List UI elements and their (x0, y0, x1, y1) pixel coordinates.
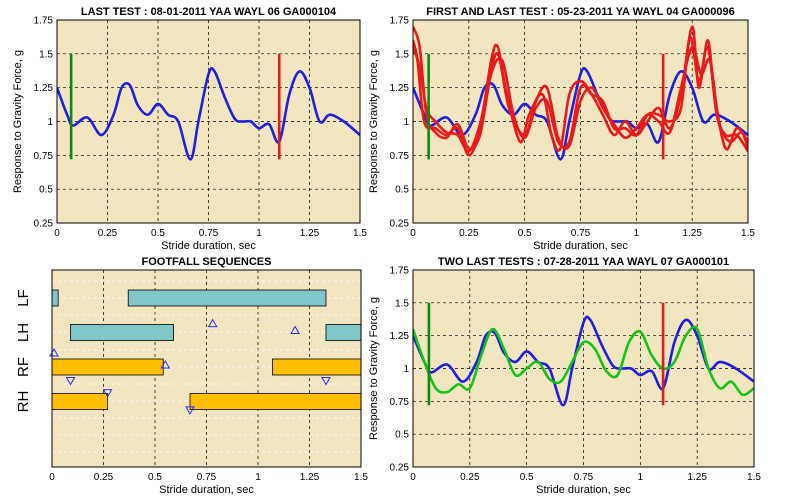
leg-label-lf: LF (15, 289, 32, 307)
series-line-red (413, 26, 748, 153)
chart-title: LAST TEST : 08-01-2011 YAA WAYL 06 GA000… (81, 6, 337, 18)
y-tick-label: 0.5 (395, 185, 409, 196)
footfall-triangle (290, 325, 300, 335)
y-tick-label: 1.5 (395, 49, 409, 60)
y-tick-label: 1 (403, 117, 409, 128)
x-tick-label: 0.25 (460, 472, 480, 483)
footfall-triangle (160, 360, 171, 369)
plot-frame (412, 269, 755, 468)
footfall-triangle (102, 389, 113, 398)
chart-panel-4: 0 0.25 0.5 0.75 1 1.25 1.50.250.50.7511.251.51… (368, 256, 761, 496)
y-tick-label: 1.25 (390, 83, 410, 94)
y-tick-label: 1.5 (39, 49, 53, 60)
series-group (413, 315, 754, 407)
footfall-triangle (185, 406, 195, 415)
x-tick-label: 1.5 (353, 228, 367, 239)
stance-bar-lf (127, 289, 327, 307)
leg-label-rh: RH (15, 391, 32, 413)
plot-frame (412, 19, 749, 224)
x-tick-label: 1 (255, 472, 261, 483)
x-tick-label: 0 (410, 472, 416, 483)
x-tick-label: 0.5 (520, 472, 534, 483)
y-tick-label: 1.5 (395, 298, 409, 309)
y-tick-label: 1 (47, 117, 53, 128)
x-tick-label: 0.5 (151, 228, 165, 239)
stance-bar-lh (70, 324, 174, 341)
stance-bar-rf (272, 358, 362, 376)
x-tick-label: 1.25 (300, 472, 320, 483)
chart-title: FIRST AND LAST TEST : 05-23-2011 YA WAYL… (426, 6, 735, 18)
x-tick-label: 1.25 (687, 472, 707, 483)
x-axis-label: Stride duration, sec (159, 484, 254, 496)
y-tick-label: 1 (403, 364, 409, 375)
stance-bar-rf (51, 358, 164, 376)
y-axis-label: Response to Gravity Force, g (368, 297, 380, 440)
x-tick-label: 0.75 (574, 472, 594, 483)
plot-frame (51, 269, 362, 468)
x-tick-label: 0 (49, 472, 55, 483)
y-tick-label: 0.75 (390, 151, 410, 162)
x-tick-label: 1 (256, 228, 262, 239)
series-line-blue (413, 315, 754, 407)
stance-bar-rh (189, 393, 362, 410)
footfall-triangle (321, 377, 331, 386)
series-line-red (413, 45, 748, 153)
y-tick-label: 1.25 (390, 331, 410, 342)
series-line-green (413, 325, 754, 397)
x-tick-label: 0.5 (518, 228, 532, 239)
series-line-blue (57, 66, 360, 161)
y-tick-label: 1.75 (390, 266, 410, 277)
y-tick-label: 0.25 (34, 219, 54, 230)
x-tick-label: 0.75 (571, 228, 591, 239)
y-tick-label: 0.5 (395, 430, 409, 441)
y-tick-label: 1.25 (34, 83, 54, 94)
y-tick-label: 1.75 (390, 16, 410, 27)
footfall-triangle (65, 377, 76, 386)
series-group (57, 66, 360, 161)
x-tick-label: 0.5 (148, 472, 162, 483)
x-tick-label: 0.75 (197, 472, 217, 483)
y-axis-label: Response to Gravity Force, g (12, 50, 24, 193)
x-tick-label: 0 (54, 228, 60, 239)
x-axis-label: Stride duration, sec (536, 484, 631, 496)
stance-bar-rh (51, 393, 109, 410)
plot-frame (56, 19, 361, 224)
leg-label-lh: LH (15, 323, 32, 342)
chart-title: FOOTFALL SEQUENCES (142, 256, 272, 268)
x-tick-label: 0.25 (98, 228, 118, 239)
y-tick-label: 0.25 (390, 219, 410, 230)
chart-panel-3: 0 0.25 0.5 0.75 1 1.25 1.5 FOOTFALL SEQUENCES St… (15, 256, 368, 496)
x-axis-label: Stride duration, sec (161, 240, 256, 252)
x-tick-label: 1.5 (354, 472, 368, 483)
x-tick-label: 1.25 (300, 228, 320, 239)
x-tick-label: 1 (634, 228, 640, 239)
x-tick-label: 1.5 (741, 228, 755, 239)
footfall-triangle (207, 318, 218, 328)
x-tick-label: 1.25 (682, 228, 702, 239)
x-axis-label: Stride duration, sec (533, 240, 628, 252)
stance-bar-lf (51, 289, 59, 307)
y-tick-label: 0.25 (390, 463, 410, 474)
chart-panel-1: 0 0.25 0.5 0.75 1 1.25 1.50.250.50.7511.251.51… (12, 6, 367, 252)
chart-title: TWO LAST TESTS : 07-28-2011 YAA WAYL 07 … (438, 256, 729, 268)
x-tick-label: 0.25 (459, 228, 479, 239)
leg-label-rf: RF (15, 357, 32, 377)
y-tick-label: 0.75 (34, 151, 54, 162)
y-tick-label: 0.5 (39, 185, 53, 196)
x-tick-label: 0 (410, 228, 416, 239)
x-tick-label: 0.75 (199, 228, 219, 239)
series-group (413, 25, 748, 161)
series-line-blue (413, 66, 748, 161)
y-tick-label: 0.75 (390, 397, 410, 408)
y-tick-label: 1.75 (34, 16, 54, 27)
stance-bar-lh (325, 324, 362, 341)
chart-panel-2: 0 0.25 0.5 0.75 1 1.25 1.50.250.50.7511.251.51… (368, 6, 755, 252)
x-tick-label: 1 (638, 472, 644, 483)
x-tick-label: 1.5 (747, 472, 761, 483)
y-axis-label: Response to Gravity Force, g (368, 50, 380, 193)
x-tick-label: 0.25 (94, 472, 114, 483)
